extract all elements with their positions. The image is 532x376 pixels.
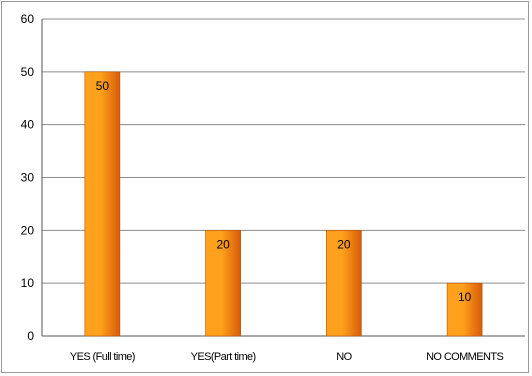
category-label: NO COMMENTS [426, 351, 503, 363]
data-label: 20 [337, 237, 351, 251]
category-label: YES (Full time) [70, 351, 135, 363]
y-tick-label: 40 [21, 118, 35, 132]
bar-4 [446, 282, 483, 337]
bar-1 [84, 71, 121, 337]
y-tick-label: 0 [27, 329, 34, 343]
x-axis-category-labels: YES (Full time) YES(Part time) NO NO COMMEN… [70, 351, 504, 363]
data-label: 50 [96, 79, 110, 93]
y-tick-label: 20 [21, 223, 35, 237]
axes [41, 19, 525, 337]
y-axis-tick-labels: 0 10 20 30 40 50 60 [21, 12, 35, 343]
y-tick-label: 50 [21, 65, 35, 79]
category-label: NO [336, 351, 352, 363]
y-tick-label: 60 [21, 12, 35, 26]
data-label: 20 [216, 237, 230, 251]
data-label: 10 [458, 290, 472, 304]
gridlines [42, 18, 525, 284]
y-tick-label: 30 [21, 171, 35, 185]
bars [84, 71, 483, 337]
y-tick-label: 10 [21, 276, 35, 290]
data-labels: 50 20 20 10 [96, 79, 472, 304]
bar-2 [205, 230, 241, 337]
category-label: YES(Part time) [191, 351, 256, 363]
bar-3 [326, 230, 362, 337]
